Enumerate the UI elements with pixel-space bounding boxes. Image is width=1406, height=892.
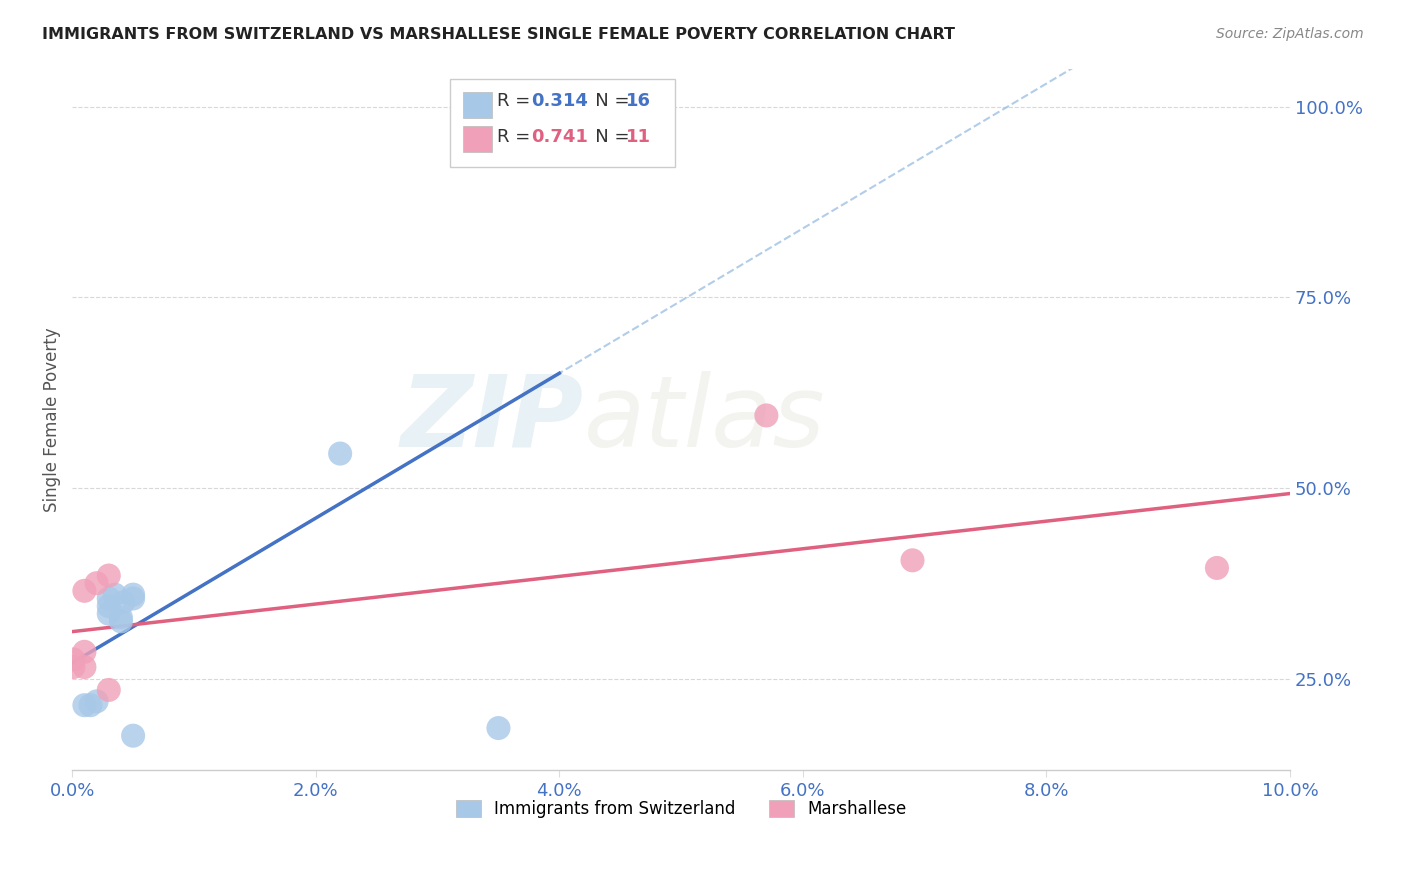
Point (122, 591, 145, 606)
Text: ZIP: ZIP (401, 371, 583, 467)
FancyBboxPatch shape (463, 93, 492, 119)
Point (112, 595, 135, 609)
Point (122, 588, 145, 602)
Text: 0.741: 0.741 (531, 128, 588, 145)
Point (1206, 561, 1229, 575)
FancyBboxPatch shape (463, 126, 492, 152)
Point (110, 615, 132, 629)
Point (97, 607, 120, 621)
Point (512, 122, 534, 136)
Legend: Immigrants from Switzerland, Marshallese: Immigrants from Switzerland, Marshallese (449, 793, 912, 825)
Point (86, 694, 108, 708)
Text: R =: R = (498, 93, 536, 111)
Point (97, 591, 120, 606)
Text: atlas: atlas (583, 371, 825, 467)
Point (73, 660, 96, 674)
Text: 16: 16 (626, 93, 651, 111)
Point (86, 576, 108, 591)
Text: IMMIGRANTS FROM SWITZERLAND VS MARSHALLESE SINGLE FEMALE POVERTY CORRELATION CHA: IMMIGRANTS FROM SWITZERLAND VS MARSHALLE… (42, 27, 955, 42)
Point (73, 583, 96, 598)
Text: N =: N = (578, 93, 636, 111)
Text: R =: R = (498, 128, 536, 145)
Point (62, 660, 84, 674)
Point (755, 409, 778, 423)
Point (110, 610, 132, 624)
FancyBboxPatch shape (450, 79, 675, 167)
Text: 11: 11 (626, 128, 651, 145)
Y-axis label: Single Female Poverty: Single Female Poverty (44, 327, 60, 512)
Point (329, 446, 352, 460)
Point (104, 588, 127, 602)
Point (901, 553, 924, 567)
Text: 0.314: 0.314 (531, 93, 588, 111)
Point (73, 645, 96, 659)
Text: Source: ZipAtlas.com: Source: ZipAtlas.com (1216, 27, 1364, 41)
Point (97, 682, 120, 697)
Point (79, 698, 101, 713)
Text: N =: N = (578, 128, 636, 145)
Point (122, 729, 145, 743)
Point (73, 698, 96, 713)
Point (97, 599, 120, 613)
Point (97, 568, 120, 582)
Point (488, 721, 510, 735)
Point (62, 652, 84, 666)
